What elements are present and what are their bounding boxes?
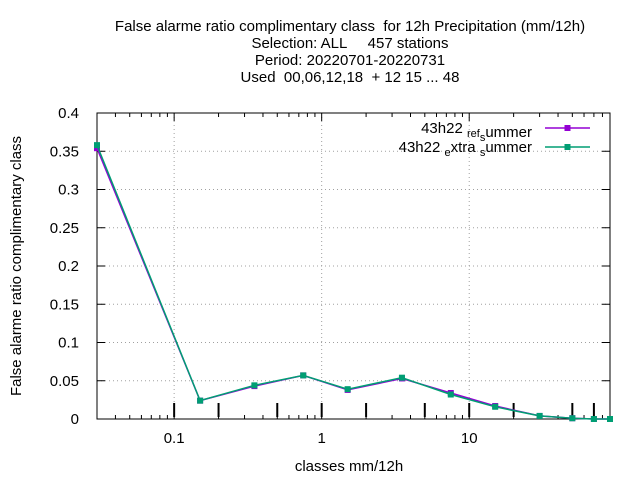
grid — [97, 113, 610, 419]
data-point — [300, 372, 307, 379]
series-line — [96, 144, 610, 420]
x-tick-label: 10 — [461, 430, 478, 447]
title-line-4: Used 00,06,12,18 + 12 15 ... 48 — [240, 69, 460, 86]
x-tick-label: 1 — [318, 430, 326, 447]
y-tick-label: 0.25 — [50, 220, 79, 237]
y-tick-label: 0.2 — [58, 258, 79, 275]
x-axis-label: classes mm/12h — [295, 458, 403, 475]
title-line-3: Period: 20220701-20220731 — [254, 52, 446, 69]
legend-label: 43h22 extra summer — [399, 139, 532, 159]
data-point — [569, 415, 576, 422]
data-point — [590, 416, 597, 422]
data-point — [197, 397, 204, 404]
y-tick-label: 0.15 — [50, 296, 79, 313]
y-tick-label: 0.4 — [58, 105, 79, 122]
plot-frame — [96, 112, 611, 420]
title-line-2: Selection: ALL 457 stations — [251, 35, 449, 52]
y-axis-label: False alarme ratio complimentary class — [8, 136, 25, 396]
legend-marker — [564, 125, 571, 131]
title-line-1: False alarme ratio complimentary class f… — [114, 18, 586, 35]
legend-label: 43h22 refsummer — [421, 120, 532, 144]
axes: 0 0.05 0.1 0.15 0.2 0.25 0.3 0.35 0.4 0.1 1 10 — [50, 105, 611, 447]
series-2 — [94, 142, 613, 422]
y-tick-label: 0 — [71, 411, 79, 428]
data-point — [94, 145, 100, 152]
data-point — [492, 403, 499, 410]
series-group — [94, 142, 613, 422]
y-tick-label: 0.1 — [58, 335, 79, 352]
data-point — [536, 412, 543, 419]
series-line — [96, 147, 610, 420]
y-tick-label: 0.35 — [50, 143, 79, 160]
x-tick-label: 0.1 — [164, 430, 185, 447]
y-tick-label: 0.05 — [50, 373, 79, 390]
legend-marker — [564, 144, 571, 150]
data-point — [94, 142, 100, 149]
data-point — [251, 382, 258, 389]
data-point — [447, 391, 454, 398]
class-markers — [173, 403, 595, 417]
data-point — [398, 374, 405, 381]
chart-title: False alarme ratio complimentary class f… — [0, 18, 640, 86]
data-point — [607, 416, 613, 422]
data-point — [344, 386, 351, 393]
y-tick-label: 0.3 — [58, 182, 79, 199]
